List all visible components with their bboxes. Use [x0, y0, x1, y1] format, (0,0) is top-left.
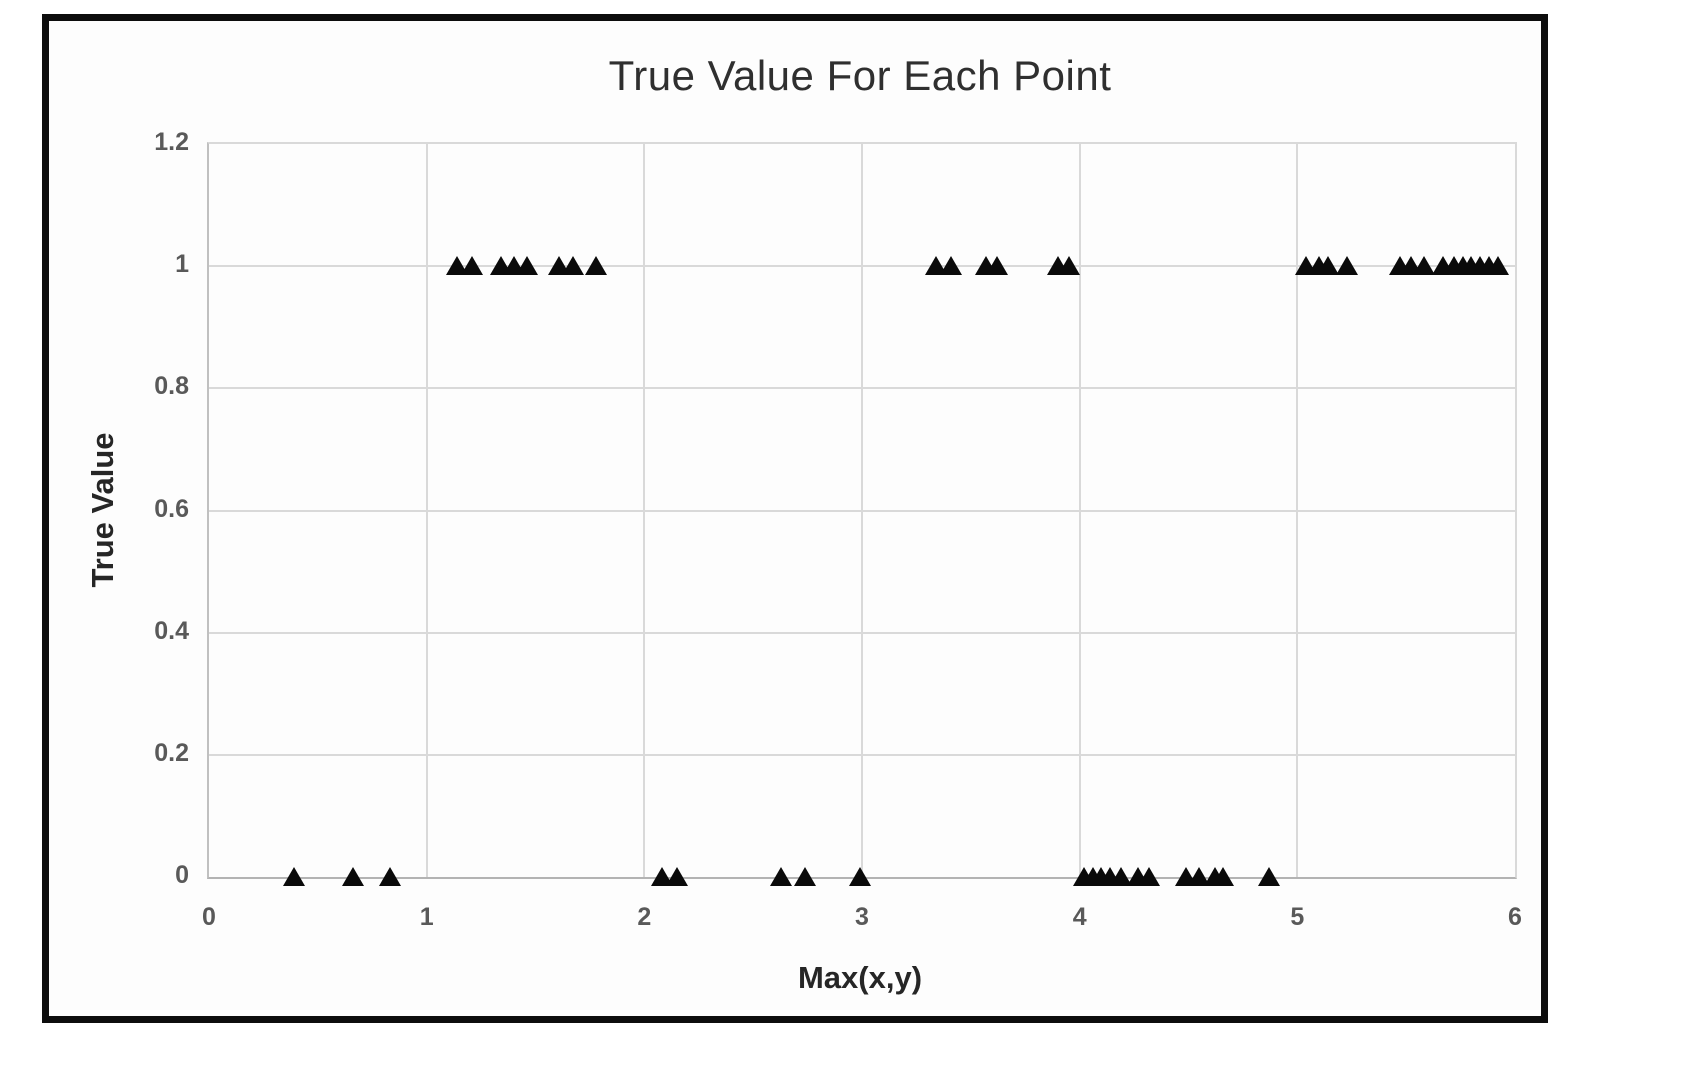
scatter-point — [665, 867, 688, 886]
scatter-point — [1212, 867, 1235, 886]
y-axis-title: True Value — [85, 432, 120, 588]
y-gridline — [209, 631, 1515, 634]
scatter-point — [848, 867, 871, 886]
chart-title: True Value For Each Point — [608, 52, 1112, 99]
scatter-point — [1258, 867, 1281, 886]
scatter-point — [940, 256, 963, 276]
scatter-point — [1110, 867, 1133, 886]
scatter-point — [378, 867, 401, 886]
x-tick-label: 5 — [1290, 903, 1305, 931]
y-gridline — [209, 265, 1515, 268]
scatter-point — [1336, 256, 1359, 276]
y-gridline — [209, 753, 1515, 756]
x-tick-label: 6 — [1508, 903, 1522, 931]
x-tick-label: 3 — [855, 903, 869, 931]
x-tick-label: 1 — [419, 903, 434, 931]
y-tick-label: 0.2 — [154, 738, 189, 767]
x-axis-title: Max(x,y) — [797, 960, 923, 995]
scatter-point — [515, 256, 538, 276]
scatter-point — [794, 867, 817, 886]
y-tick-label: 0.4 — [154, 616, 189, 645]
x-tick-label: 2 — [637, 903, 652, 931]
scatter-point — [1316, 256, 1339, 276]
y-tick-label: 1 — [175, 250, 189, 279]
y-tick-label: 0.6 — [154, 494, 189, 523]
x-tick-label: 0 — [202, 903, 216, 931]
y-tick-label: 0.8 — [154, 372, 189, 401]
plot-area: 0 1 2 3 4 5 6 0 0.2 0.4 0.6 0.8 1 1.2 — [154, 128, 1522, 931]
scatter-point — [1057, 256, 1080, 276]
chart-frame: True Value For Each Point 0 1 2 3 4 5 6 0 0.2 0.4… — [42, 14, 1548, 1023]
y-gridline — [209, 509, 1515, 512]
scatter-point — [282, 867, 305, 886]
x-tick-label: 4 — [1072, 903, 1087, 931]
scatter-point — [770, 867, 793, 886]
scatter-point — [1138, 867, 1161, 886]
scatter-point — [561, 256, 584, 276]
y-gridline — [209, 387, 1515, 390]
scatter-point — [585, 256, 608, 276]
y-tick-label: 0 — [175, 861, 189, 889]
y-tick-label: 1.2 — [154, 128, 189, 156]
scatter-point — [341, 867, 364, 886]
scatter-point — [1486, 256, 1509, 276]
scatter-point — [985, 256, 1008, 276]
scatter-point — [1412, 256, 1435, 276]
scatter-point — [461, 256, 484, 276]
